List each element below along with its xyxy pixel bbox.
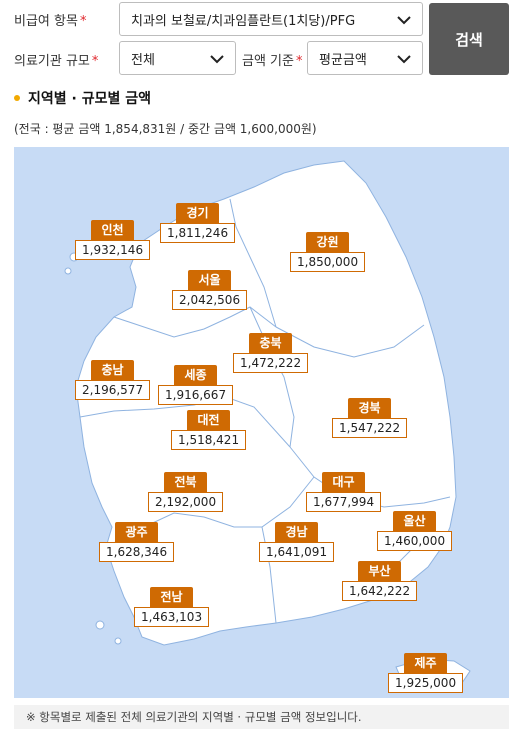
- search-button[interactable]: 검색: [429, 3, 509, 75]
- chevron-down-icon: [397, 55, 411, 64]
- scale-select-value: 전체: [131, 52, 155, 68]
- scale-select[interactable]: 전체: [119, 41, 236, 75]
- region-badge-chungbuk[interactable]: 충북 1,472,222: [233, 332, 309, 373]
- region-badge-gyeongbuk[interactable]: 경북 1,547,222: [332, 397, 408, 438]
- region-badge-gyeonggi[interactable]: 경기 1,811,246: [160, 202, 236, 243]
- bullet-dot-icon: [14, 95, 20, 101]
- basis-select[interactable]: 평균금액: [307, 41, 423, 75]
- region-badge-jeonbuk[interactable]: 전북 2,192,000: [148, 471, 224, 512]
- region-badge-ulsan[interactable]: 울산 1,460,000: [377, 510, 453, 551]
- region-badge-gyeongnam[interactable]: 경남 1,641,091: [259, 521, 335, 562]
- region-badge-gangwon[interactable]: 강원 1,850,000: [290, 231, 366, 272]
- korea-map: 인천 1,932,146 경기 1,811,246 강원 1,850,000 서울 2,…: [14, 147, 509, 698]
- national-summary: (전국 : 평균 금액 1,854,831원 / 중간 금액 1,600,000…: [14, 122, 317, 136]
- mainland-shape: [75, 160, 457, 646]
- item-select-value: 치과의 보철료/치과임플란트(1치당)/PFG: [131, 13, 356, 29]
- footnote: ※ 항목별로 제출된 전체 의료기관의 지역별 · 규모별 금액 정보입니다.: [14, 705, 509, 729]
- region-badge-chungnam[interactable]: 충남 2,196,577: [75, 359, 151, 400]
- region-badge-daegu[interactable]: 대구 1,677,994: [306, 471, 382, 512]
- basis-select-value: 평균금액: [319, 52, 367, 68]
- region-badge-sejong[interactable]: 세종 1,916,667: [158, 364, 234, 405]
- chevron-down-icon: [210, 55, 224, 64]
- region-badge-busan[interactable]: 부산 1,642,222: [342, 560, 418, 601]
- region-badge-jeonnam[interactable]: 전남 1,463,103: [134, 586, 210, 627]
- region-badge-incheon[interactable]: 인천 1,932,146: [75, 219, 151, 260]
- basis-label: 금액 기준 *: [242, 54, 303, 69]
- section-title: 지역별 · 규모별 금액: [14, 88, 151, 108]
- region-badge-gwangju[interactable]: 광주 1,628,346: [99, 521, 175, 562]
- scale-label: 의료기관 규모 *: [14, 54, 99, 69]
- region-badge-seoul[interactable]: 서울 2,042,506: [172, 269, 248, 310]
- item-label: 비급여 항목 *: [14, 14, 87, 29]
- chevron-down-icon: [397, 16, 411, 25]
- region-badge-daejeon[interactable]: 대전 1,518,421: [171, 409, 247, 450]
- item-select[interactable]: 치과의 보철료/치과임플란트(1치당)/PFG: [119, 2, 423, 36]
- region-badge-jeju[interactable]: 제주 1,925,000: [388, 652, 464, 693]
